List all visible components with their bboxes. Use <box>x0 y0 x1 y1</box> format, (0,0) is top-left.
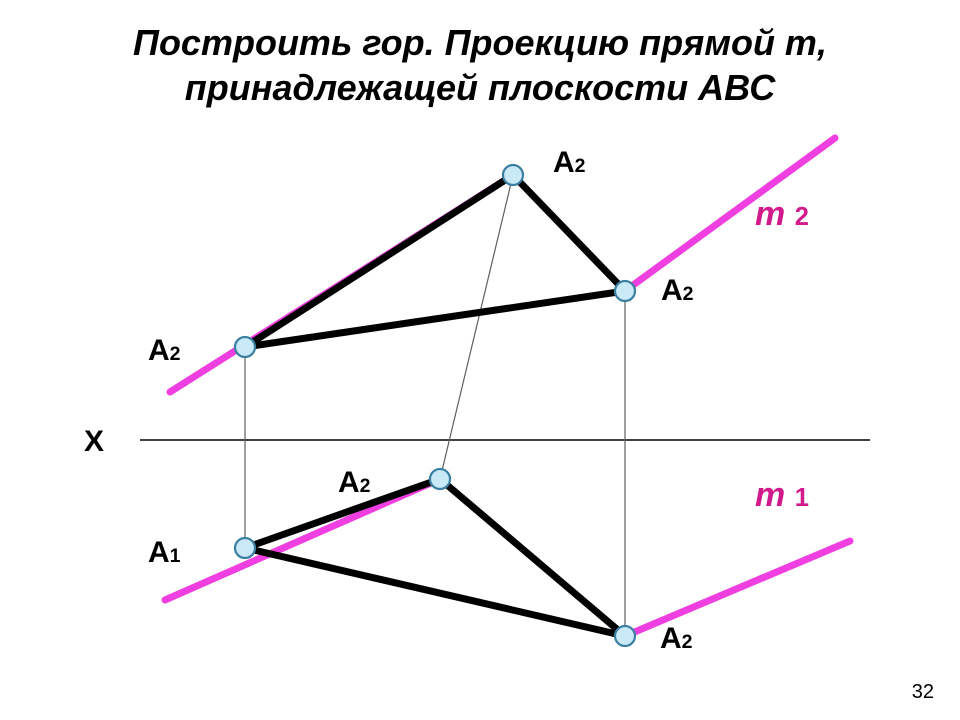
page-number: 32 <box>912 681 934 704</box>
x-axis-label: X <box>84 425 104 459</box>
point-label: А1 <box>148 536 181 570</box>
line-m-label: m 1 <box>755 476 809 515</box>
point-label: А2 <box>553 146 586 180</box>
projection-diagram <box>0 0 960 720</box>
line-m-label: m 2 <box>755 195 809 234</box>
point-label: А2 <box>661 274 694 308</box>
point-label: А2 <box>660 622 693 656</box>
point-label: А2 <box>148 334 181 368</box>
point-label: А2 <box>338 466 371 500</box>
